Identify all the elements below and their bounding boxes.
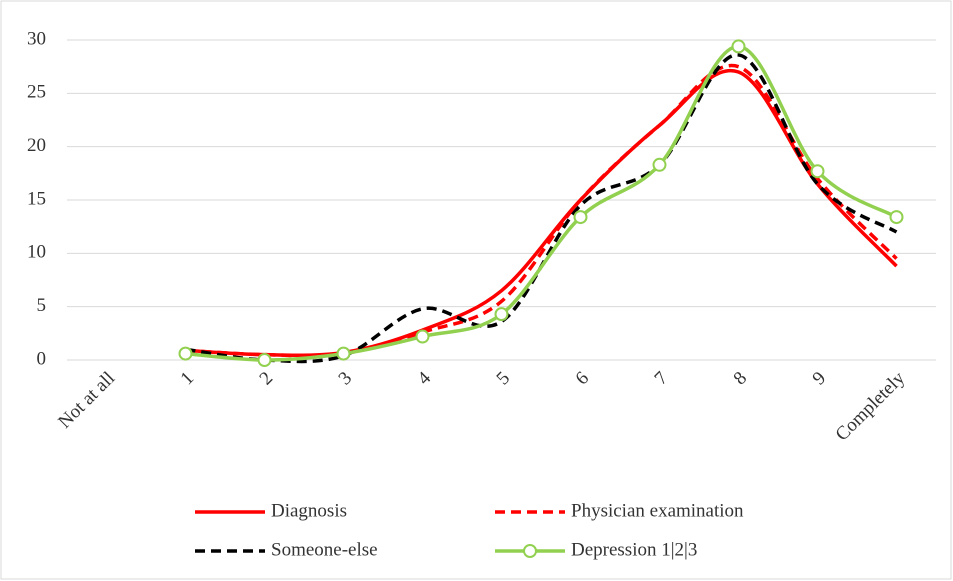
series-line (185, 44, 898, 362)
data-point (415, 329, 430, 344)
y-tick-label: 15 (27, 188, 46, 209)
data-point (178, 346, 193, 361)
data-point (731, 39, 746, 54)
y-tick-label: 10 (27, 242, 46, 263)
y-tick-label: 20 (27, 135, 46, 156)
series-line (185, 53, 898, 364)
y-tick-label: 5 (37, 295, 47, 316)
data-point (652, 157, 667, 172)
legend-marker (523, 544, 537, 558)
data-point (889, 210, 904, 225)
y-tick-label: 30 (27, 28, 46, 49)
data-point (573, 210, 588, 225)
y-tick-label: 25 (27, 82, 46, 103)
data-point (336, 346, 351, 361)
y-tick-label: 0 (37, 348, 47, 369)
data-point (257, 353, 272, 367)
data-point (810, 164, 825, 179)
data-point (494, 307, 509, 322)
legend-label: Diagnosis (271, 500, 347, 521)
legend-label: Someone-else (271, 539, 378, 560)
legend-label: Physician examination (571, 500, 744, 521)
series-line (185, 63, 898, 358)
legend-label: Depression 1|2|3 (571, 539, 697, 560)
